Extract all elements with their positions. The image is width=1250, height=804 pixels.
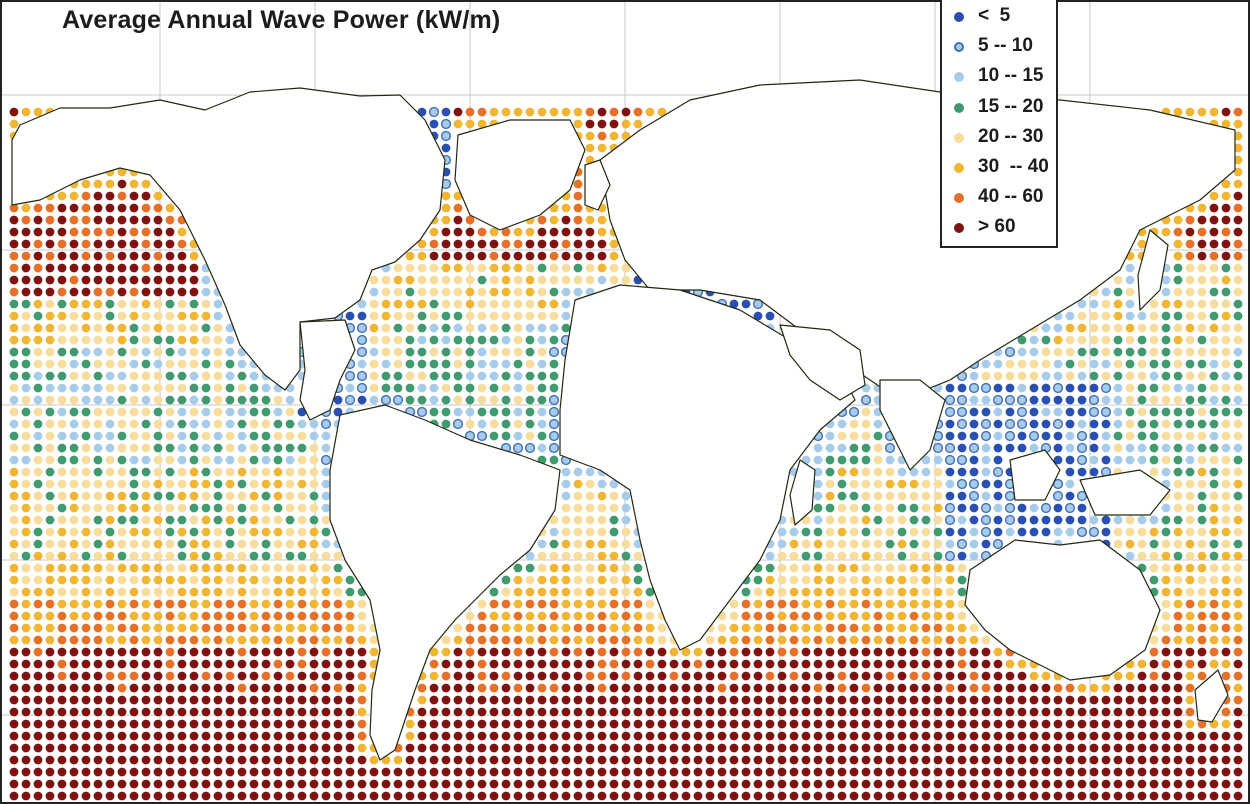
- legend-item-20-30: 20 -- 30: [942, 125, 1056, 155]
- legend-item-gt60: > 60: [942, 215, 1056, 245]
- legend-label: < 5: [978, 5, 1011, 26]
- legend-swatch-dot: [954, 102, 964, 113]
- legend-label: 30 -- 40: [978, 155, 1049, 177]
- legend-swatch-dot: [954, 72, 964, 83]
- legend-label: 5 -- 10: [978, 35, 1033, 57]
- legend-item-10-15: 10 -- 15: [942, 64, 1056, 94]
- legend-item-30-40: 30 -- 40: [942, 155, 1056, 185]
- map-title: Average Annual Wave Power (kW/m): [62, 6, 501, 34]
- continents: [11, 79, 1236, 761]
- legend-item-15-20: 15 -- 20: [942, 95, 1056, 125]
- legend-label: 15 -- 20: [978, 95, 1044, 117]
- legend-label: 40 -- 60: [978, 186, 1044, 208]
- legend-swatch-dot: [954, 12, 964, 22]
- legend-item-5-10: 5 -- 10: [942, 34, 1056, 64]
- legend-label: 10 -- 15: [978, 65, 1044, 87]
- legend-swatch-dot: [954, 42, 964, 53]
- legend-label: > 60: [978, 216, 1016, 238]
- legend-swatch-dot: [954, 223, 964, 234]
- legend-swatch-dot: [954, 162, 964, 173]
- legend-item-lt5: < 5: [942, 4, 1056, 34]
- wave-power-dots: [9, 106, 1243, 801]
- legend-item-40-60: 40 -- 60: [942, 185, 1056, 215]
- legend-swatch-dot: [954, 132, 964, 143]
- legend-swatch-dot: [954, 193, 964, 204]
- legend: < 5 5 -- 10 10 -- 15 15 -- 20 20 -- 30 3…: [940, 0, 1058, 248]
- legend-label: 20 -- 30: [978, 125, 1044, 147]
